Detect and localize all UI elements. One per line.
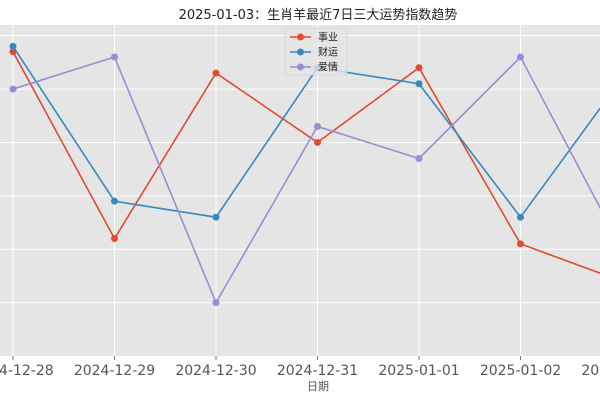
data-point (314, 138, 321, 146)
data-point (415, 80, 423, 88)
data-point (111, 197, 118, 205)
data-point (9, 85, 17, 93)
x-tick-label: 2024-12-29 (74, 363, 155, 379)
x-tick-label: 2025-01-02 (480, 363, 561, 379)
x-tick-label: 2025-01-01 (378, 363, 459, 379)
data-point (517, 240, 524, 248)
data-point (314, 122, 321, 130)
data-point (111, 53, 118, 61)
x-ticks: 2024-12-28 2024-12-29 2024-12-30 2024-12-31… (0, 356, 600, 379)
legend-label: 事业 (318, 31, 338, 44)
data-point (9, 42, 17, 50)
legend-label: 财运 (318, 46, 338, 59)
data-point (517, 213, 524, 221)
legend-marker (297, 63, 304, 71)
x-tick-label: 2025-01-03 (581, 363, 600, 379)
data-point (517, 53, 524, 61)
data-point (212, 69, 220, 77)
data-point (212, 299, 220, 307)
legend-marker (297, 48, 304, 56)
chart-title: 2025-01-03：生肖羊最近7日三大运势指数趋势 (179, 7, 458, 23)
legend-label: 爱情 (318, 61, 338, 74)
legend-marker (297, 33, 304, 41)
gridlines (0, 25, 600, 356)
data-point (415, 64, 423, 72)
x-tick-label: 2024-12-31 (277, 363, 358, 379)
data-point (111, 235, 118, 243)
data-point (212, 213, 220, 221)
x-axis-label: 日期 (307, 380, 329, 393)
data-point (415, 154, 423, 162)
x-tick-label: 2024-12-28 (0, 363, 54, 379)
x-tick-label: 2024-12-30 (175, 363, 256, 379)
